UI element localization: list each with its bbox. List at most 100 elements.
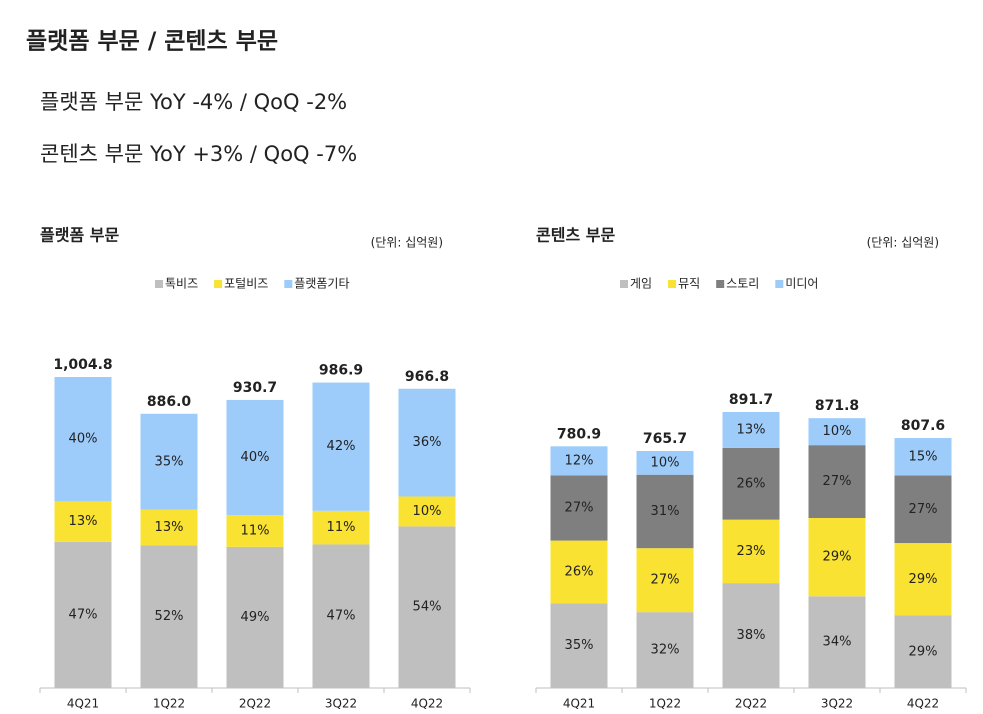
bar-segment <box>894 543 952 616</box>
bar-segment <box>226 515 284 547</box>
segment-label: 23% <box>737 544 766 559</box>
segment-label: 47% <box>327 609 356 624</box>
total-label: 986.9 <box>319 363 363 379</box>
bar-segment <box>722 412 780 448</box>
segment-label: 10% <box>413 504 442 519</box>
legend-label: 톡비즈 <box>165 277 198 291</box>
segment-label: 40% <box>69 432 98 447</box>
legend-label: 포털비즈 <box>224 277 268 291</box>
unit-label: (단위: 십억원) <box>371 236 443 250</box>
segment-label: 15% <box>909 449 938 464</box>
bar-segment <box>894 438 952 476</box>
legend-label: 뮤직 <box>678 277 700 291</box>
bar-segment <box>636 451 694 475</box>
bar-segment <box>54 377 112 502</box>
segment-label: 35% <box>155 454 184 469</box>
bar-segment <box>894 615 952 688</box>
segment-label: 34% <box>823 635 852 650</box>
total-label: 780.9 <box>557 426 601 442</box>
segment-label: 31% <box>651 504 680 519</box>
chart-title: 플랫폼 부문 <box>40 226 119 245</box>
bar-segment <box>636 548 694 613</box>
bar-segment <box>398 526 456 688</box>
bar-segment <box>722 447 780 520</box>
legend-label: 플랫폼기타 <box>294 277 349 291</box>
bar-segment <box>140 545 198 688</box>
segment-label: 42% <box>327 439 356 454</box>
segment-label: 47% <box>69 607 98 622</box>
x-tick-label: 4Q21 <box>563 697 595 711</box>
bar-segment <box>54 501 112 542</box>
unit-label: (단위: 십억원) <box>867 236 939 250</box>
segment-label: 27% <box>823 474 852 489</box>
legend-label: 스토리 <box>726 277 759 291</box>
bar-segment <box>140 509 198 546</box>
segment-label: 27% <box>565 500 594 515</box>
total-label: 930.7 <box>233 380 277 396</box>
segment-label: 36% <box>413 435 442 450</box>
bar-segment <box>54 541 112 688</box>
legend-label: 미디어 <box>785 277 818 291</box>
x-tick-label: 2Q22 <box>735 697 767 711</box>
legend-swatch <box>716 280 725 288</box>
bar-segment <box>226 546 284 688</box>
bar-segment <box>550 446 608 476</box>
legend-swatch <box>620 280 628 288</box>
bar-segment <box>312 510 370 545</box>
legend-swatch <box>668 280 677 288</box>
bar-segment <box>398 388 456 497</box>
bar-segment <box>808 596 866 688</box>
bar-segment <box>808 418 866 446</box>
bar-segment <box>894 475 952 544</box>
bar-segment <box>636 474 694 549</box>
x-tick-label: 4Q21 <box>67 697 99 711</box>
segment-label: 35% <box>565 638 594 653</box>
legend-swatch <box>214 280 223 288</box>
legend-label: 게임 <box>630 277 652 291</box>
total-label: 871.8 <box>815 398 859 414</box>
segment-label: 54% <box>413 600 442 615</box>
bar-segment <box>226 399 284 516</box>
bar-segment <box>808 518 866 597</box>
segment-label: 40% <box>241 450 270 465</box>
bar-segment <box>312 382 370 511</box>
segment-label: 13% <box>69 514 98 529</box>
bar-segment <box>722 519 780 584</box>
segment-label: 26% <box>737 476 766 491</box>
segment-label: 32% <box>651 643 680 658</box>
bar-segment <box>808 445 866 519</box>
total-label: 1,004.8 <box>53 357 112 373</box>
segment-label: 29% <box>909 644 938 659</box>
chart-title: 콘텐츠 부문 <box>536 226 615 245</box>
total-label: 807.6 <box>901 418 945 434</box>
segment-label: 27% <box>909 502 938 517</box>
segment-label: 10% <box>651 455 680 470</box>
segment-label: 11% <box>327 520 356 535</box>
summary-line: 플랫폼 부문 YoY -4% / QoQ -2% <box>40 90 347 114</box>
segment-label: 52% <box>155 609 184 624</box>
segment-label: 49% <box>241 610 270 625</box>
legend-swatch <box>775 280 784 288</box>
total-label: 765.7 <box>643 431 687 447</box>
bar-segment <box>550 603 608 688</box>
total-label: 886.0 <box>147 394 192 410</box>
segment-label: 29% <box>909 572 938 587</box>
segment-label: 13% <box>737 422 766 437</box>
segment-label: 11% <box>241 524 270 539</box>
slide-title: 플랫폼 부문 / 콘텐츠 부문 <box>26 29 278 55</box>
segment-label: 29% <box>823 550 852 565</box>
segment-label: 13% <box>155 520 184 535</box>
x-tick-label: 1Q22 <box>649 697 681 711</box>
bar-segment <box>398 496 456 527</box>
segment-label: 26% <box>565 564 594 579</box>
bar-segment <box>550 540 608 604</box>
bar-segment <box>312 544 370 688</box>
segment-label: 10% <box>823 424 852 439</box>
bar-segment <box>636 612 694 688</box>
summary-line: 콘텐츠 부문 YoY +3% / QoQ -7% <box>40 142 357 166</box>
x-tick-label: 1Q22 <box>153 697 185 711</box>
legend-swatch <box>155 280 163 288</box>
bar-segment <box>140 413 198 510</box>
total-label: 966.8 <box>405 369 449 385</box>
